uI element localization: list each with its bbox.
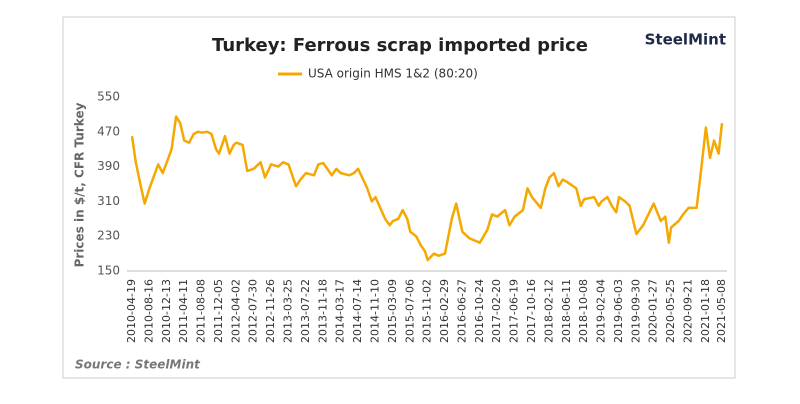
x-tick-label: 2016-06-27 xyxy=(455,279,468,343)
x-tick-label: 2016-10-24 xyxy=(473,279,486,343)
x-tick-label: 2014-03-17 xyxy=(334,279,347,343)
x-tick-label: 2017-10-16 xyxy=(525,279,538,343)
x-tick-label: 2012-07-30 xyxy=(247,279,260,343)
x-tick-label: 2011-04-11 xyxy=(177,279,190,343)
x-tick-label: 2019-09-30 xyxy=(629,279,642,343)
y-tick-label: 310 xyxy=(97,194,120,208)
x-tick-label: 2021-01-18 xyxy=(699,279,712,343)
x-tick-label: 2018-02-12 xyxy=(542,279,555,343)
x-tick-label: 2020-01-27 xyxy=(647,279,660,343)
x-tick-label: 2010-08-16 xyxy=(142,279,155,343)
x-tick-label: 2017-06-19 xyxy=(508,279,521,343)
x-tick-label: 2012-04-02 xyxy=(229,279,242,343)
x-tick-label: 2020-09-21 xyxy=(682,279,695,343)
y-tick-label: 150 xyxy=(97,264,120,278)
x-tick-label: 2015-07-06 xyxy=(403,279,416,343)
y-axis-label: Prices in $/t, CFR Turkey xyxy=(73,102,87,267)
y-tick-label: 550 xyxy=(97,90,120,104)
x-tick-label: 2018-10-08 xyxy=(577,279,590,343)
x-tick-label: 2020-05-25 xyxy=(664,279,677,343)
legend-label: USA origin HMS 1&2 (80:20) xyxy=(308,67,478,81)
x-tick-label: 2015-03-09 xyxy=(386,279,399,343)
logo: SteelMint xyxy=(645,31,726,49)
x-tick-label: 2013-07-22 xyxy=(299,279,312,343)
x-tick-label: 2010-12-13 xyxy=(160,279,173,343)
x-tick-label: 2019-06-03 xyxy=(612,279,625,343)
x-tick-label: 2011-12-05 xyxy=(212,279,225,343)
chart-border xyxy=(62,16,736,379)
y-tick-label: 230 xyxy=(97,229,120,243)
x-tick-label: 2013-03-25 xyxy=(282,279,295,343)
x-tick-label: 2014-11-10 xyxy=(368,279,381,343)
y-tick-label: 470 xyxy=(97,124,120,138)
x-tick-label: 2015-11-02 xyxy=(421,279,434,343)
x-tick-label: 2010-04-19 xyxy=(125,279,138,343)
x-tick-label: 2018-06-11 xyxy=(560,279,573,343)
y-tick-label: 390 xyxy=(97,159,120,173)
line xyxy=(130,115,724,262)
x-tick-label: 2019-02-04 xyxy=(595,279,608,343)
x-tick-label: 2017-02-20 xyxy=(490,279,503,343)
source: Source : SteelMint xyxy=(75,358,201,372)
x-tick-label: 2013-11-18 xyxy=(316,279,329,343)
x-tick-label: 2011-08-08 xyxy=(195,279,208,343)
x-tick-label: 2014-07-14 xyxy=(351,279,364,343)
x-tick-label: 2016-02-29 xyxy=(438,279,451,343)
x-tick-label: 2021-05-08 xyxy=(715,279,728,343)
x-tick-label: 2012-11-26 xyxy=(264,279,277,343)
chart-title: Turkey: Ferrous scrap imported price xyxy=(212,35,588,56)
